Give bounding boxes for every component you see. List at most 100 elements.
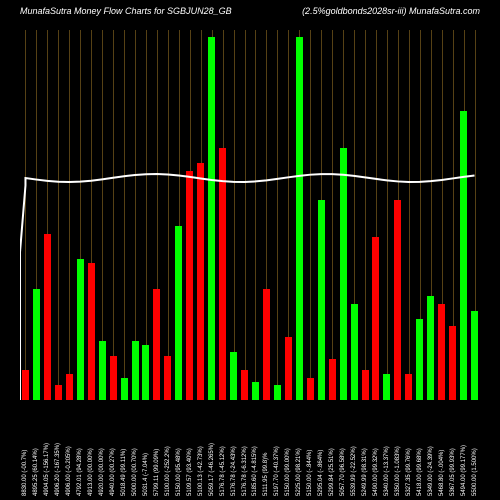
bar: [471, 311, 478, 400]
grid-line: [69, 30, 70, 400]
x-axis-label: 5327.35 (99.76%): [406, 448, 412, 496]
x-axis-label: 4895.25 (60.14%): [33, 448, 39, 496]
bar: [230, 352, 237, 400]
bar: [252, 382, 259, 401]
x-axis-label: 5185.60 (-4.815%): [252, 446, 258, 496]
x-axis-label: 5249.99 (98.31%): [362, 448, 368, 496]
grid-line: [113, 30, 114, 400]
x-axis-label: 5350.00 (-1.083%): [395, 446, 401, 496]
x-axis-label: 5295.04 (-.864%): [318, 450, 324, 496]
grid-line: [365, 30, 366, 400]
bar: [296, 37, 303, 400]
x-axis-label: 4906.20 (-167.35%): [55, 443, 61, 496]
bar: [142, 345, 149, 401]
x-axis-label: 5100.13 (-42.73%): [198, 446, 204, 496]
x-axis-label: 4920.00 (00.00%): [99, 448, 105, 496]
x-axis-label: 5299.84 (25.51%): [329, 448, 335, 496]
x-axis-label: 5490.00 (99.32%): [373, 448, 379, 496]
x-axis-label: 5059.17 (-46.265%): [209, 443, 215, 496]
bar: [351, 304, 358, 400]
x-axis-label: 5500.00 (1.500%): [472, 448, 478, 496]
bar: [438, 304, 445, 400]
x-axis-label: 5150.00 (-.844%): [307, 450, 313, 496]
grid-line: [332, 30, 333, 400]
x-axis-label: 4792.01 (94.28%): [77, 448, 83, 496]
x-axis-label: 5150.00 (95.48%): [176, 448, 182, 496]
x-axis-label: 5100.00 (-252.2%): [165, 446, 171, 496]
bar: [274, 385, 281, 400]
bar: [383, 374, 390, 400]
bar: [329, 359, 336, 400]
bar: [175, 226, 182, 400]
bar: [263, 289, 270, 400]
grid-line: [255, 30, 256, 400]
x-axis-label: 5176.78 (-6.312%): [242, 446, 248, 496]
bar: [307, 378, 314, 400]
x-axis-label: 5150.00 (99.00%): [285, 448, 291, 496]
bar: [121, 378, 128, 400]
grid-line: [168, 30, 169, 400]
bar: [416, 319, 423, 400]
x-axis-label: 5340.00 (-13.37%): [384, 446, 390, 496]
x-axis-label: 5000.00 (00.70%): [132, 448, 138, 496]
grid-line: [277, 30, 278, 400]
x-axis-label: 5349.00 (-24.39%): [428, 446, 434, 496]
grid-line: [25, 30, 26, 400]
bar: [427, 296, 434, 400]
x-axis-label: 5799.11 (99.09%): [154, 449, 160, 496]
grid-line: [234, 30, 235, 400]
x-axis-label: 4913.00 (00.00%): [88, 448, 94, 496]
bar: [372, 237, 379, 400]
x-axis-label: 8830.00 (-00.7%): [22, 450, 28, 496]
x-axis-labels: 8830.00 (-00.7%) 4895.25 (60.14%) 4904.05 …: [20, 400, 480, 500]
grid-line: [124, 30, 125, 400]
x-axis-label: 5057.70 (96.58%): [340, 448, 346, 496]
x-axis-label: 5176.78 (-45.12%): [220, 446, 226, 496]
x-axis-label: 5418.00 (99.68%): [417, 448, 423, 496]
bar: [449, 326, 456, 400]
bar: [219, 148, 226, 400]
bar: [55, 385, 62, 400]
x-axis-label: 5109.57 (93.40%): [187, 448, 193, 496]
x-axis-label: 4940.00 (00.27%): [110, 448, 116, 496]
bar: [362, 370, 369, 400]
x-axis-label: 5111.95 (99.8)%: [263, 453, 269, 496]
x-axis-label: 5225.00 (98.21%): [296, 448, 302, 496]
bar: [66, 374, 73, 400]
chart-header: MunafaSutra Money Flow Charts for SGBJUN…: [0, 0, 500, 22]
grid-line: [387, 30, 388, 400]
header-left: MunafaSutra Money Flow Charts for SGBJUN…: [20, 6, 232, 16]
bar: [208, 37, 215, 400]
bar: [99, 341, 106, 400]
x-axis-label: 4906.00 (-0.205%): [66, 446, 72, 496]
grid-line: [409, 30, 410, 400]
chart-plot-area: [20, 30, 480, 400]
x-axis-label: 5176.78 (-24.43%): [231, 446, 237, 496]
bar: [186, 171, 193, 400]
bar: [164, 356, 171, 400]
grid-line: [245, 30, 246, 400]
bar: [340, 148, 347, 400]
bar: [110, 356, 117, 400]
bar: [197, 163, 204, 400]
x-axis-label: 5197.70 (-40.37%): [274, 446, 280, 496]
grid-line: [310, 30, 311, 400]
bar: [153, 289, 160, 400]
bar: [88, 263, 95, 400]
bar: [241, 370, 248, 400]
x-axis-label: 5018.49 (99.11%): [121, 449, 127, 496]
x-axis-label: 5367.05 (99.93%): [450, 448, 456, 496]
bar: [44, 234, 51, 401]
bar: [22, 370, 29, 400]
grid-line: [58, 30, 59, 400]
x-axis-label: 4904.05 (-156.17%): [44, 443, 50, 496]
x-axis-label: 5468.80 (-.004%): [439, 450, 445, 496]
x-axis-label: 5031.4 (-7.04%): [143, 453, 149, 496]
bar: [405, 374, 412, 400]
bar: [132, 341, 139, 400]
x-axis-label: 5494.00 (99.177%): [461, 445, 467, 496]
header-right: (2.5%goldbonds2028sr-iii) MunafaSutra.co…: [302, 6, 480, 16]
bar: [33, 289, 40, 400]
bar: [460, 111, 467, 400]
x-axis-label: 5539.99 (-22.52%): [351, 446, 357, 496]
